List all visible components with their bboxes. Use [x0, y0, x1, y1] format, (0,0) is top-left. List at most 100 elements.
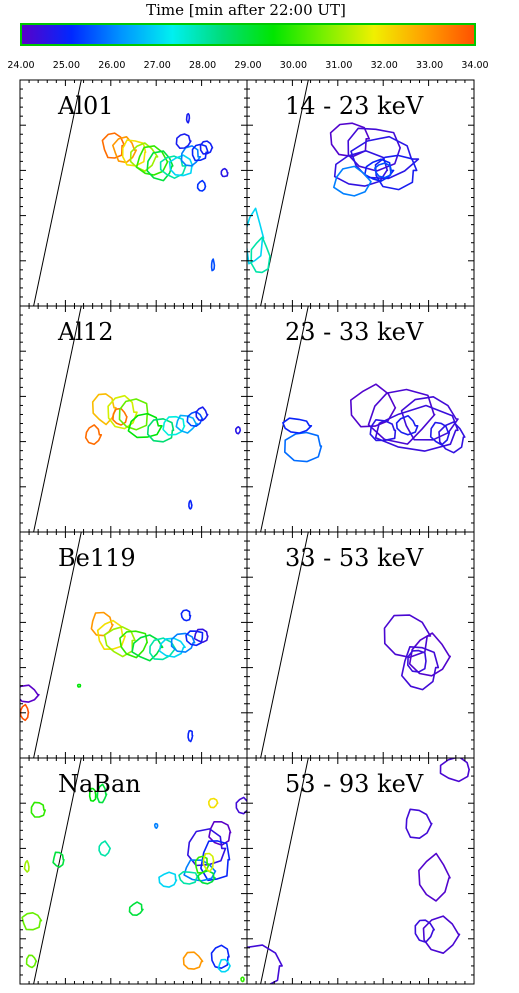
panel: Al01: [19, 79, 248, 307]
contour: [347, 127, 401, 172]
contour: [395, 415, 419, 436]
panel-contours: [247, 80, 420, 306]
contour: [175, 133, 192, 149]
contour: [118, 398, 149, 431]
contour: [21, 912, 43, 931]
contour: [128, 901, 144, 916]
colorbar-tick-label: 24.00: [7, 60, 34, 71]
contour: [76, 683, 82, 688]
contour: [180, 609, 192, 622]
panel-ticks: [247, 758, 474, 984]
contour: [20, 684, 40, 703]
contour: [170, 632, 196, 653]
contour: [374, 154, 418, 191]
contour: [191, 143, 209, 162]
contour: [217, 958, 231, 973]
contour: [220, 167, 229, 178]
panel-label: 14 - 23 keV: [285, 92, 424, 120]
panel-contours: [260, 532, 451, 758]
contour: [414, 919, 435, 943]
contour: [401, 646, 440, 691]
contour: [186, 410, 204, 427]
contour: [52, 851, 65, 868]
contour: [135, 145, 169, 176]
contour: [438, 421, 466, 454]
contour: [374, 162, 392, 179]
contour: [250, 236, 271, 274]
panel: 14 - 23 keV: [246, 79, 475, 307]
panel: 33 - 53 keV: [246, 531, 475, 759]
contour: [178, 871, 199, 885]
contour: [30, 801, 46, 818]
contour: [131, 634, 164, 662]
colorbar-tick-label: 27.00: [144, 60, 171, 71]
contour: [162, 415, 186, 436]
solar-limb-line: [260, 306, 309, 532]
colorbar-ticks: 24.00 25.00 26.00 27.00 28.00 29.00 30.00 31.00…: [7, 60, 488, 71]
panel-contours: [20, 532, 209, 758]
contour: [235, 426, 242, 435]
contour: [158, 637, 186, 658]
contour: [199, 140, 214, 155]
contour: [400, 396, 459, 441]
contour: [282, 417, 313, 434]
contour: [439, 758, 470, 783]
contour: [202, 852, 215, 873]
panel-frame: [19, 79, 248, 307]
panel-contours: [33, 80, 229, 306]
contour: [158, 871, 178, 888]
contour: [88, 787, 97, 802]
panel-label: 53 - 93 keV: [285, 770, 424, 798]
contour: [210, 944, 230, 969]
panel-label: NaBan: [58, 770, 141, 798]
solar-limb-line: [33, 532, 82, 758]
contour: [96, 783, 108, 804]
contour: [240, 976, 245, 983]
panel-frame: [246, 757, 475, 985]
colorbar-tick-label: 26.00: [98, 60, 125, 71]
contour: [187, 729, 194, 743]
contour: [112, 136, 137, 164]
colorbar-tick-label: 32.00: [371, 60, 398, 71]
colorbar-tick-label: 29.00: [234, 60, 261, 71]
panel-contours: [260, 306, 466, 532]
solar-limb-line: [260, 758, 309, 984]
solar-limb-line: [260, 532, 309, 758]
panel: Be119: [19, 531, 248, 759]
contour: [185, 112, 191, 124]
panel-ticks: [247, 80, 474, 306]
panels: Al01 14 - 23 keV Al12 23 - 33 keV Be119 33 - …: [19, 79, 475, 985]
contour: [168, 154, 194, 177]
colorbar: [20, 23, 476, 46]
contour: [121, 139, 147, 167]
solar-limb-line: [33, 306, 82, 532]
colorbar-tick-label: 31.00: [325, 60, 352, 71]
panel: Al12: [19, 305, 248, 533]
panel-label: Be119: [58, 544, 136, 572]
contour: [247, 207, 265, 265]
colorbar-tick-label: 34.00: [461, 60, 488, 71]
contour: [84, 424, 103, 446]
panel: 23 - 33 keV: [246, 305, 475, 533]
colorbar-tick-label: 30.00: [280, 60, 307, 71]
panel-label: Al12: [57, 318, 114, 346]
panel: NaBan: [19, 757, 248, 985]
contour: [350, 383, 397, 428]
contour: [210, 258, 216, 272]
panel-label: Al01: [57, 92, 114, 120]
colorbar-tick-label: 28.00: [189, 60, 216, 71]
contour: [23, 859, 30, 873]
contour: [185, 630, 204, 647]
colorbar-tick-label: 33.00: [416, 60, 443, 71]
contour: [180, 145, 202, 167]
contour: [407, 649, 427, 673]
contour: [329, 122, 370, 158]
contour: [149, 637, 177, 661]
solar-limb-line: [33, 758, 82, 984]
panel-ticks: [247, 532, 474, 758]
contour: [194, 855, 210, 874]
contour: [383, 614, 432, 659]
contour: [112, 407, 128, 426]
contour: [200, 840, 231, 882]
